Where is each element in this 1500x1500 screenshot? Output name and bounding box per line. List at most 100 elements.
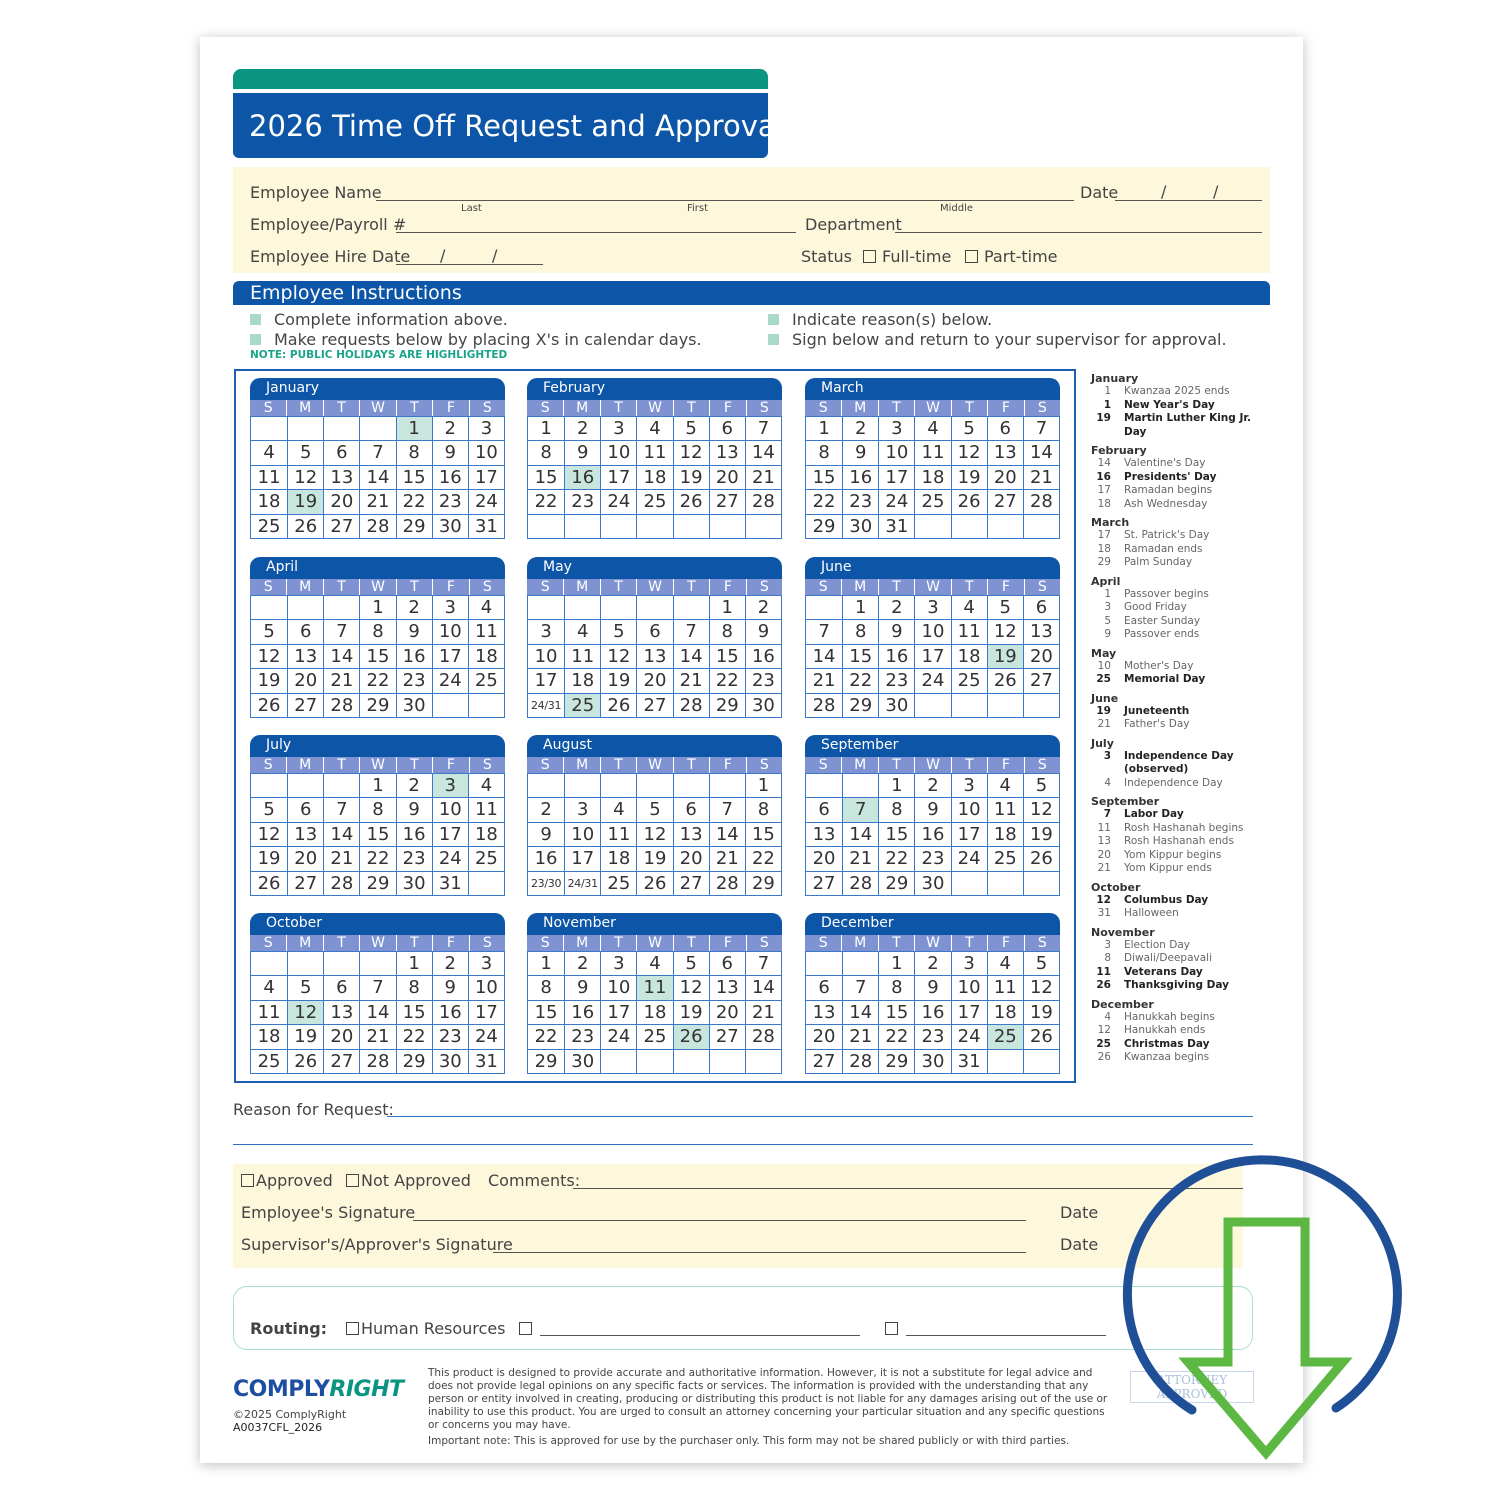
day-cell[interactable]: 16	[528, 846, 565, 870]
day-cell[interactable]: 29	[744, 870, 781, 895]
day-cell[interactable]: 5	[600, 619, 637, 644]
day-cell[interactable]: 4	[914, 416, 951, 441]
day-cell[interactable]: 25	[564, 692, 601, 717]
day-cell[interactable]: 9	[878, 619, 915, 644]
day-cell[interactable]: 23	[842, 489, 879, 514]
day-cell[interactable]: 14	[744, 975, 781, 1000]
day-cell[interactable]: 23	[878, 668, 915, 693]
day-cell[interactable]: 29	[878, 870, 915, 895]
day-cell[interactable]: 10	[431, 619, 468, 644]
day-cell[interactable]: 7	[708, 797, 745, 822]
day-cell[interactable]: 29	[359, 692, 396, 717]
day-cell[interactable]: 30	[744, 692, 781, 717]
day-cell[interactable]: 20	[708, 999, 745, 1025]
day-cell[interactable]: 20	[708, 464, 745, 490]
day-cell[interactable]: 5	[986, 595, 1023, 620]
day-cell[interactable]: 20	[636, 668, 673, 693]
day-cell[interactable]: 1	[528, 416, 565, 440]
day-cell[interactable]: 2	[395, 773, 432, 798]
day-cell[interactable]: 6	[708, 416, 745, 441]
day-cell[interactable]: 14	[842, 821, 879, 847]
day-cell[interactable]: 6	[986, 416, 1023, 441]
day-cell[interactable]: 13	[986, 440, 1023, 465]
day-cell[interactable]: 8	[708, 619, 745, 644]
day-cell[interactable]: 30	[431, 513, 468, 538]
day-cell[interactable]: 13	[672, 821, 709, 847]
day-cell[interactable]: 10	[528, 643, 565, 668]
day-cell[interactable]: 13	[287, 821, 324, 847]
day-cell[interactable]: 26	[672, 489, 709, 514]
day-cell[interactable]: 6	[636, 619, 673, 644]
day-cell[interactable]: 10	[950, 975, 987, 1000]
day-cell[interactable]: 18	[636, 464, 673, 490]
day-cell[interactable]: 21	[1022, 464, 1059, 490]
day-cell[interactable]: 19	[251, 846, 288, 870]
day-cell[interactable]: 22	[528, 489, 565, 513]
day-cell[interactable]: 11	[251, 999, 288, 1024]
day-cell[interactable]: 16	[564, 464, 601, 490]
day-cell[interactable]: 30	[914, 870, 951, 895]
day-cell[interactable]: 15	[528, 999, 565, 1024]
day-cell[interactable]: 28	[323, 870, 360, 895]
day-cell[interactable]: 4	[467, 595, 504, 620]
day-cell[interactable]: 17	[431, 643, 468, 669]
day-cell[interactable]: 6	[1022, 595, 1059, 620]
day-cell[interactable]: 29	[359, 870, 396, 895]
day-cell[interactable]: 4	[467, 773, 504, 798]
day-cell[interactable]: 18	[564, 668, 601, 693]
day-cell[interactable]: 17	[431, 821, 468, 847]
day-cell[interactable]: 3	[528, 619, 565, 643]
day-cell[interactable]: 20	[323, 489, 360, 514]
day-cell[interactable]: 4	[986, 773, 1023, 798]
day-cell[interactable]: 19	[636, 846, 673, 871]
day-cell[interactable]: 7	[744, 416, 781, 441]
day-cell[interactable]: 26	[950, 489, 987, 514]
day-cell[interactable]: 21	[842, 846, 879, 871]
day-cell[interactable]: 24	[467, 489, 504, 514]
employee-signature-field[interactable]	[413, 1220, 1026, 1221]
day-cell[interactable]: 9	[431, 975, 468, 1000]
day-cell[interactable]: 5	[251, 619, 288, 643]
day-cell[interactable]: 6	[708, 951, 745, 976]
day-cell[interactable]: 2	[914, 773, 951, 798]
day-cell[interactable]: 3	[600, 951, 637, 976]
day-cell[interactable]: 28	[672, 692, 709, 717]
day-cell[interactable]: 29	[806, 513, 843, 538]
day-cell[interactable]: 20	[672, 846, 709, 871]
day-cell[interactable]: 8	[528, 440, 565, 464]
day-cell[interactable]: 18	[950, 643, 987, 669]
day-cell[interactable]: 21	[672, 668, 709, 693]
day-cell[interactable]: 5	[287, 440, 324, 465]
day-cell[interactable]: 10	[600, 975, 637, 1000]
day-cell[interactable]: 4	[636, 951, 673, 976]
day-cell[interactable]: 28	[708, 870, 745, 895]
day-cell[interactable]: 7	[842, 797, 879, 822]
day-cell[interactable]: 10	[950, 797, 987, 822]
day-cell[interactable]: 21	[744, 464, 781, 490]
day-cell[interactable]: 7	[744, 951, 781, 976]
day-cell[interactable]: 7	[323, 619, 360, 644]
day-cell[interactable]: 18	[251, 489, 288, 513]
day-cell[interactable]: 28	[744, 489, 781, 514]
day-cell[interactable]: 30	[395, 692, 432, 717]
day-cell[interactable]: 4	[251, 975, 288, 999]
day-cell[interactable]: 15	[744, 821, 781, 847]
day-cell[interactable]: 23	[395, 668, 432, 693]
day-cell[interactable]: 31	[467, 1048, 504, 1073]
payroll-field[interactable]	[396, 232, 796, 233]
day-cell[interactable]: 11	[251, 464, 288, 489]
day-cell[interactable]: 15	[708, 643, 745, 669]
day-cell[interactable]: 17	[600, 999, 637, 1025]
day-cell[interactable]: 4	[986, 951, 1023, 976]
day-cell[interactable]: 4	[636, 416, 673, 441]
reason-field-line2[interactable]	[233, 1144, 1253, 1145]
day-cell[interactable]: 22	[806, 489, 843, 513]
day-cell[interactable]: 30	[431, 1048, 468, 1073]
day-cell[interactable]: 9	[914, 975, 951, 1000]
day-cell[interactable]: 31	[950, 1048, 987, 1073]
routing-checkbox[interactable]	[885, 1322, 898, 1335]
day-cell[interactable]: 18	[986, 999, 1023, 1025]
day-cell[interactable]: 25	[950, 668, 987, 693]
day-cell[interactable]: 11	[467, 797, 504, 822]
day-cell[interactable]: 4	[251, 440, 288, 464]
